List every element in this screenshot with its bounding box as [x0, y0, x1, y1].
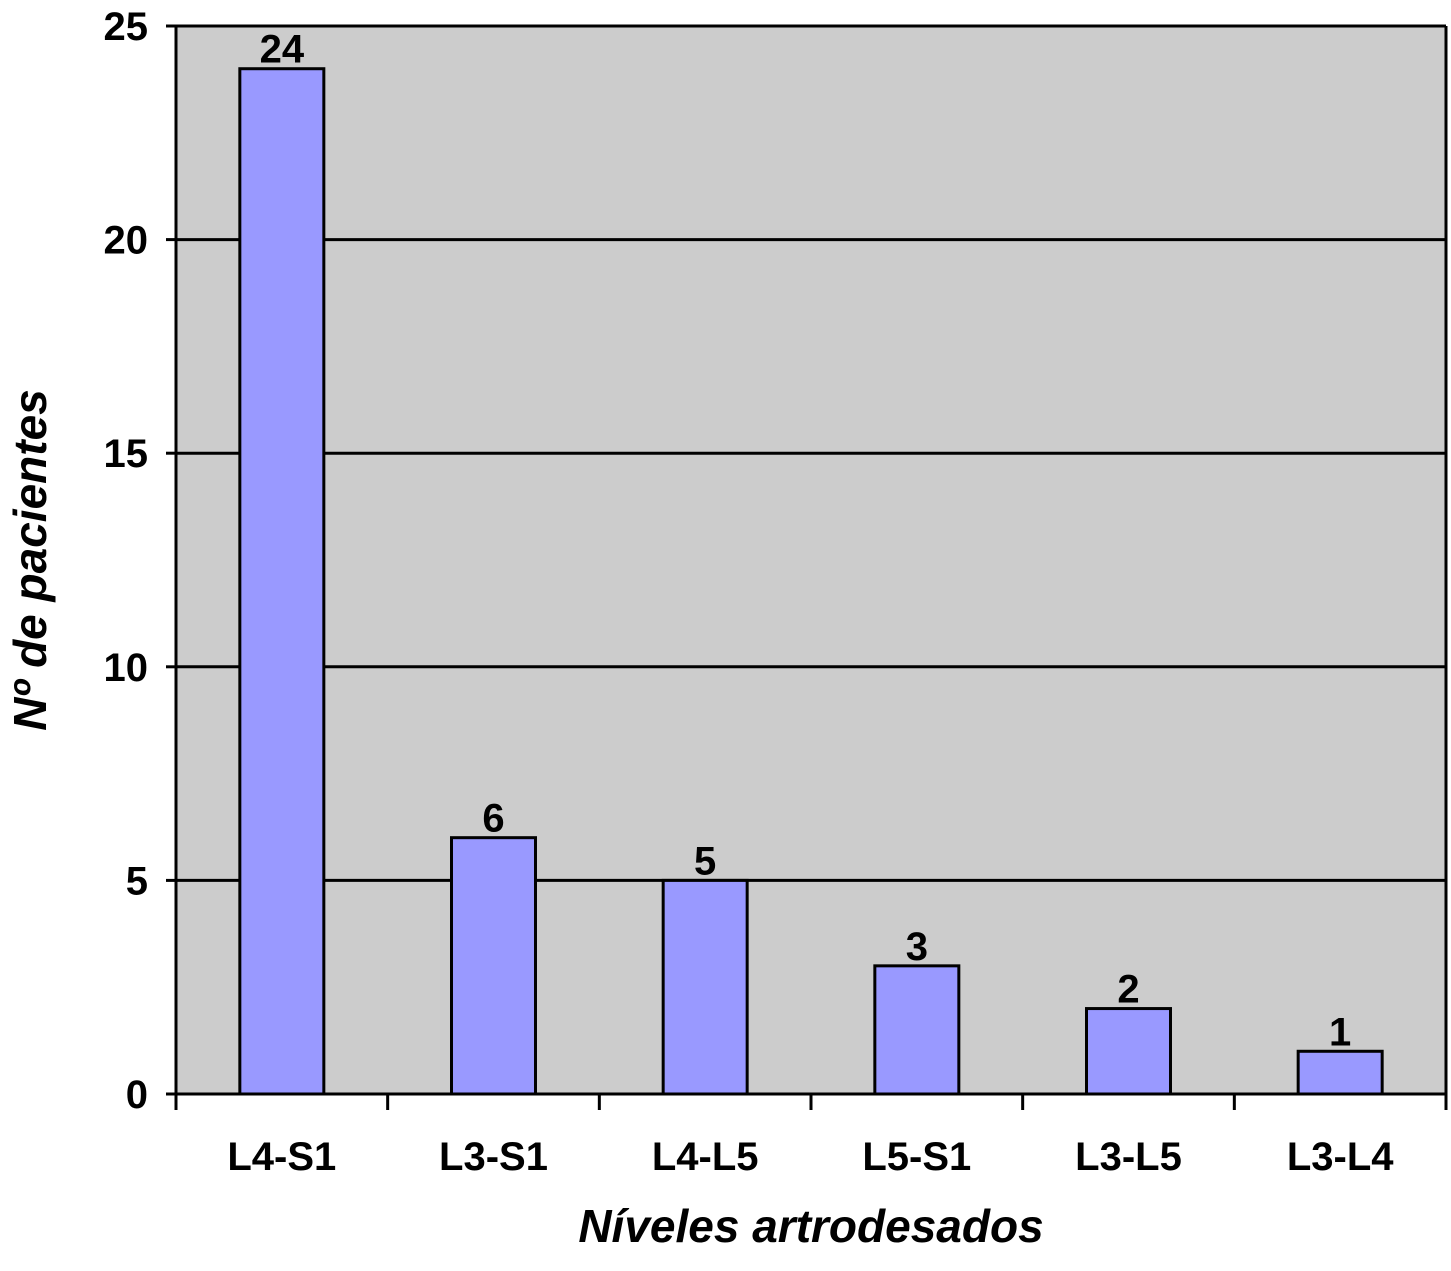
data-label: 5	[694, 839, 716, 883]
y-tick-label: 25	[104, 5, 149, 49]
data-label: 2	[1117, 968, 1139, 1012]
data-label: 3	[906, 925, 928, 969]
bar-l3-l5	[1085, 1007, 1172, 1096]
x-tick-label: L3-L5	[1075, 1135, 1182, 1179]
y-tick-label: 0	[126, 1073, 148, 1117]
x-tick-label: L5-S1	[862, 1135, 971, 1179]
x-tick-label: L3-L4	[1287, 1135, 1394, 1179]
x-tick-label: L4-S1	[227, 1135, 336, 1179]
y-tick-labels: 0 5 10 15 20 25	[104, 5, 149, 1117]
x-tick-label: L4-L5	[652, 1135, 759, 1179]
axes	[166, 24, 1448, 1110]
bar-l3-s1	[450, 836, 537, 1096]
bar-l5-s1	[873, 964, 961, 1096]
bar-l4-s1	[238, 67, 326, 1096]
bar-l4-l5	[661, 878, 749, 1096]
plot-area	[176, 26, 1446, 1094]
x-tick-label: L3-S1	[439, 1135, 548, 1179]
data-label: 6	[482, 797, 504, 841]
bar-l3-l4	[1296, 1049, 1384, 1096]
bars	[238, 67, 1384, 1096]
data-label: 1	[1329, 1010, 1351, 1054]
x-axis-title: Níveles artrodesados	[578, 1200, 1043, 1252]
y-tick-label: 5	[126, 859, 148, 903]
y-tick-label: 15	[104, 432, 149, 476]
data-label: 24	[260, 28, 305, 72]
x-tick-labels: L4-S1 L3-S1 L4-L5 L5-S1 L3-L5 L3-L4	[227, 1135, 1394, 1179]
y-axis-title: Nº de pacientes	[4, 389, 56, 730]
y-tick-label: 20	[104, 219, 149, 263]
data-labels: 24 6 5 3 2 1	[260, 28, 1352, 1055]
y-tick-label: 10	[104, 646, 149, 690]
